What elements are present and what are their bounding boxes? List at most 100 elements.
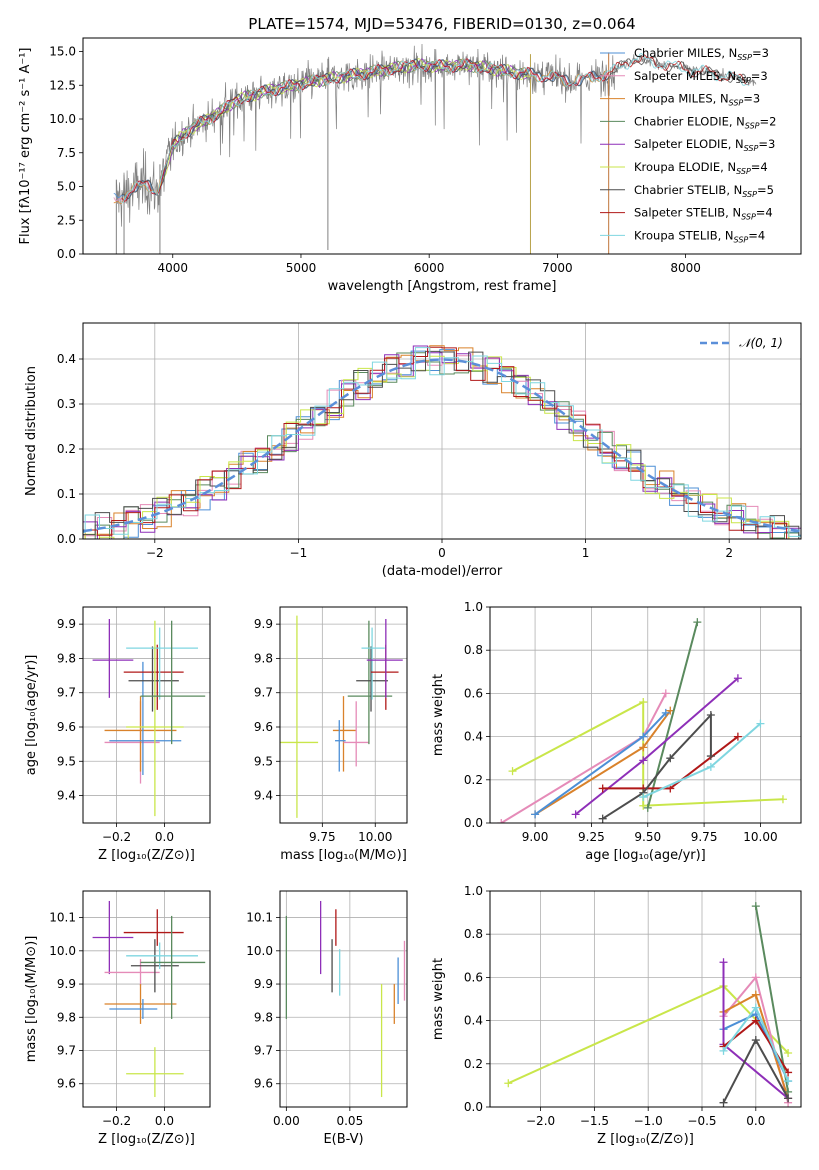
x-tick-label: 10.00 [743,830,777,844]
y-tick-label: 9.5 [57,754,76,768]
x-tick-label: 9.25 [578,830,605,844]
weight-marker-chabrier_stelib [751,1036,760,1045]
x-tick-label: −0.5 [687,1114,716,1128]
y-tick-label: 9.9 [254,977,273,991]
weight-marker-chabrier_miles [531,810,540,819]
y-tick-label: 10.0 [49,112,76,126]
x-tick-label: −0.2 [102,830,131,844]
weight-marker-chabrier_elodie [643,803,652,812]
y-axis-label: Flux [fλ10⁻¹⁷ erg cm⁻² s⁻¹ A⁻¹] [18,48,33,245]
x-tick-label: −0.2 [102,1114,131,1128]
model-line-kroupa_elodie [159,57,532,187]
plot-area [113,43,757,254]
legend-label: Chabrier MILES, NSSP=3 [634,46,769,62]
x-tick-label: 9.75 [309,830,336,844]
x-axis-label: wavelength [Angstrom, rest frame] [328,279,557,294]
y-tick-label: 0.0 [464,816,483,830]
plot-area [490,607,801,823]
legend-label: Kroupa STELIB, NSSP=4 [634,228,765,244]
axes-frame [82,606,211,824]
weight-marker-chabrier_stelib [719,1098,728,1107]
weight-marker-salpeter_stelib [784,1068,793,1077]
axes-frame [82,322,802,540]
y-tick-label: 9.6 [254,720,273,734]
y-tick-label: 0.8 [464,643,483,657]
y-tick-label: 9.9 [254,617,273,631]
weight-marker-kroupa_elodie [784,1049,793,1057]
weight-marker-salpeter_elodie [639,756,648,765]
x-axis-label: Z [log₁₀(Z/Z⊙)] [597,1132,694,1147]
x-tick-label: 0.0 [746,1114,765,1128]
x-tick-label: −1 [290,546,308,560]
y-tick-label: 9.6 [57,1077,76,1091]
weight-marker-kroupa_miles [751,990,760,999]
axes-frame [489,606,802,824]
x-tick-label: 4000 [157,261,188,275]
axes-frame [82,37,802,255]
y-tick-label: 9.4 [254,789,273,803]
weight-marker-kroupa_stelib [706,762,715,771]
y-tick-label: 0.2 [464,1057,483,1071]
y-tick-label: 9.7 [254,1044,273,1058]
weight-line-salpeter_stelib [602,735,739,790]
plot-mass-weight-vs-age: 9.00 9.25 9.50 9.75 10.00 0.0 0.2 0.4 0.6 0.8 1.0 a… [431,600,802,863]
x-axis-label: E(B-V) [323,1132,363,1147]
x-tick-label: 6000 [414,261,445,275]
x-tick-label: 1 [582,546,590,560]
y-tick-label: 9.8 [254,1010,273,1024]
y-axis-label: mass [log₁₀(M/M⊙)] [24,936,39,1063]
y-tick-label: 0.4 [464,1014,483,1028]
y-tick-label: 9.8 [57,651,76,665]
y-tick-label: 9.9 [57,617,76,631]
x-axis-label: (data-model)/error [382,564,503,579]
plot-area [83,607,210,823]
y-tick-label: 10.0 [246,944,273,958]
x-axis-label: Z [log₁₀(Z/Z⊙)] [98,848,195,863]
histogram-chabrier_miles [83,349,801,539]
weight-line-chabrier_elodie [754,905,790,1093]
histogram-kroupa_stelib [83,347,801,537]
plot-mass-vs-ebv: 0.00 0.05 9.6 9.7 9.8 9.9 10.0 10.1 E(B-V) [246,890,408,1147]
y-tick-label: 9.7 [254,686,273,700]
y-tick-label: 10.1 [246,911,273,925]
weight-marker-kroupa_elodie [639,698,648,707]
y-tick-label: 0.8 [464,927,483,941]
data-spectrum-line [115,43,757,227]
y-tick-label: 0.0 [57,532,76,546]
y-tick-label: 0.2 [464,773,483,787]
weight-marker-salpeter_stelib [733,732,742,741]
weight-marker-chabrier_miles [639,732,648,741]
weight-marker-chabrier_elodie [751,902,760,911]
plot-mass-weight-vs-z: −2.0 −1.5 −1.0 −0.5 0.0 0.0 0.2 0.4 0.6 0.8 1.0 Z [… [431,884,802,1147]
histogram-chabrier_stelib [83,350,801,539]
plot-area [280,607,407,823]
y-tick-label: 9.6 [254,1077,273,1091]
x-tick-label: −2 [146,546,164,560]
model-line-chabrier_stelib [121,56,750,200]
weight-marker-kroupa_stelib [751,1003,760,1012]
weight-marker-salpeter_miles [751,973,760,982]
weight-marker-chabrier_stelib [706,711,715,719]
weight-marker-kroupa_stelib [719,1046,728,1055]
axes-frame [279,890,408,1108]
y-axis-label: age [log₁₀(age/yr)] [24,655,39,776]
weight-marker-kroupa_miles [639,743,648,752]
x-tick-label: 0.05 [336,1114,363,1128]
weight-line-salpeter_elodie [574,677,739,816]
weight-marker-salpeter_elodie [571,810,580,819]
plot-residuals: −2 −1 0 1 2 0.0 0.1 0.2 0.3 0.4 (data-model)/error… [24,322,802,579]
weight-marker-salpeter_elodie [733,674,742,683]
legend-label: Chabrier ELODIE, NSSP=2 [634,114,776,130]
x-tick-label: 8000 [670,261,701,275]
legend-label: Salpeter MILES, NSSP=3 [634,69,768,85]
y-tick-label: 0.3 [57,397,76,411]
weight-marker-kroupa_stelib [756,719,765,728]
y-tick-label: 0.4 [464,730,483,744]
legend-label: Kroupa ELODIE, NSSP=4 [634,160,768,176]
y-tick-label: 9.7 [57,686,76,700]
x-tick-label: 0 [438,546,446,560]
plot-age-vs-z: −0.2 0.0 9.4 9.5 9.6 9.7 9.8 9.9 Z [log₁₀(Z/Z⊙)]… [24,606,211,863]
x-tick-label: 0.0 [155,830,174,844]
y-tick-label: 12.5 [49,78,76,92]
plot-area [83,891,210,1107]
